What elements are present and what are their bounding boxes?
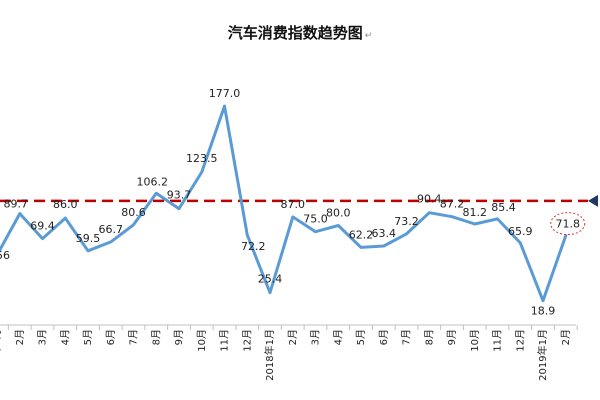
x-tick-label: 3月 xyxy=(310,329,322,345)
x-tick-label: 7月 xyxy=(401,329,413,345)
x-tick-label: 2月 xyxy=(560,329,572,345)
x-tick-label: 8月 xyxy=(423,329,435,345)
data-label: 71.8 xyxy=(556,218,581,231)
data-label: 63.4 xyxy=(372,227,397,240)
x-tick-label: 6月 xyxy=(378,329,390,345)
x-tick-label: 3月 xyxy=(37,329,49,345)
data-label: 90.4 xyxy=(417,193,442,206)
data-label: 18.9 xyxy=(531,305,556,318)
data-label: 25.4 xyxy=(258,273,283,286)
data-label: 123.5 xyxy=(186,152,218,165)
data-label: 93.7 xyxy=(167,189,192,202)
reference-arrow-marker xyxy=(588,194,598,207)
paragraph-mark: ↵ xyxy=(364,31,373,41)
data-label: 66.7 xyxy=(99,223,124,236)
data-label: 87.0 xyxy=(281,198,306,211)
data-label: 72.2 xyxy=(241,240,266,253)
data-label: 69.4 xyxy=(30,220,55,233)
data-label: 75.0 xyxy=(303,213,328,226)
x-tick-label: 8月 xyxy=(150,329,162,345)
data-label: 85.4 xyxy=(491,201,516,214)
data-label: 59.5 xyxy=(76,232,101,245)
x-tick-label: 5月 xyxy=(82,329,94,345)
data-label: 62.2 xyxy=(349,228,374,241)
x-axis-labels: 2017年1月 2月 3月 4月 5月 6月 7月 8月 9月 10月 11月 12月 2018年1月 2… xyxy=(0,329,572,381)
x-tick-label: 4月 xyxy=(59,329,71,345)
data-label: 86.0 xyxy=(53,198,78,211)
data-label: 81.2 xyxy=(463,206,488,219)
x-tick-label: 10月 xyxy=(469,329,481,352)
x-tick-label: 11月 xyxy=(219,329,231,352)
x-tick-label: 2月 xyxy=(14,329,26,345)
series-line xyxy=(0,104,568,303)
x-tick-label: 5月 xyxy=(355,329,367,345)
data-labels: 56 89.769.4 86.0 59.566.7 80.6 106.293.7 123.5… xyxy=(0,87,580,318)
x-tick-label: 7月 xyxy=(128,329,140,345)
x-tick-label: 12月 xyxy=(514,329,526,352)
data-label: 80.6 xyxy=(121,206,146,219)
data-label: 106.2 xyxy=(137,175,169,188)
x-tick-label: 2019年1月 xyxy=(536,329,549,381)
data-label: 89.7 xyxy=(4,198,29,211)
x-tick-label: 11月 xyxy=(492,329,504,352)
data-label: 73.2 xyxy=(394,215,419,228)
x-axis-ticks xyxy=(7,325,578,330)
data-label: 80.0 xyxy=(326,207,351,220)
x-tick-label: 2017年1月 xyxy=(0,329,3,381)
x-tick-label: 2018年1月 xyxy=(263,329,276,381)
chart-title: 汽车消费指数趋势图 ↵ xyxy=(227,24,373,42)
data-label: 65.9 xyxy=(508,225,533,238)
data-label: 56 xyxy=(0,249,10,262)
x-tick-label: 12月 xyxy=(241,329,253,352)
x-tick-label: 4月 xyxy=(332,329,344,345)
x-tick-label: 10月 xyxy=(196,329,208,352)
data-label: 87.2 xyxy=(440,198,465,211)
x-tick-label: 2月 xyxy=(287,329,299,345)
x-tick-label: 6月 xyxy=(105,329,117,345)
x-tick-label: 9月 xyxy=(173,329,185,345)
data-label: 177.0 xyxy=(209,87,241,100)
highlight-circle xyxy=(550,212,586,236)
x-tick-label: 9月 xyxy=(446,329,458,345)
